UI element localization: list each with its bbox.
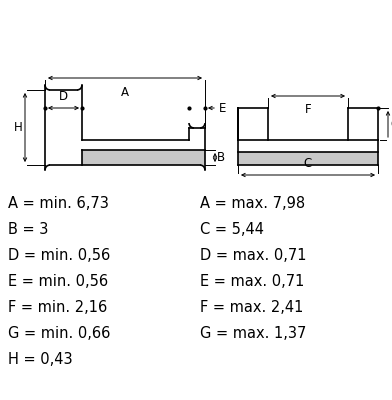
Polygon shape [238,140,378,152]
Text: D = max. 0,71: D = max. 0,71 [200,248,307,263]
Text: E: E [219,102,226,114]
Text: B = 3: B = 3 [8,222,48,237]
Text: D: D [59,90,68,103]
Text: G = max. 1,37: G = max. 1,37 [200,326,307,341]
Text: A = max. 7,98: A = max. 7,98 [200,196,305,211]
Text: A = min. 6,73: A = min. 6,73 [8,196,109,211]
Text: E = min. 0,56: E = min. 0,56 [8,274,108,289]
Text: A: A [121,86,129,99]
Polygon shape [45,150,82,165]
Text: H = 0,43: H = 0,43 [8,352,73,367]
Text: D = min. 0,56: D = min. 0,56 [8,248,110,263]
Text: G: G [390,118,392,130]
Polygon shape [238,152,378,165]
Polygon shape [268,108,348,140]
Text: F = max. 2,41: F = max. 2,41 [200,300,303,315]
Text: B: B [217,151,225,164]
Polygon shape [82,140,205,150]
Text: C: C [304,157,312,170]
Text: H: H [14,121,23,134]
Text: F = min. 2,16: F = min. 2,16 [8,300,107,315]
Polygon shape [82,150,205,165]
Text: E = max. 0,71: E = max. 0,71 [200,274,304,289]
Text: C = 5,44: C = 5,44 [200,222,264,237]
Text: F: F [305,103,311,116]
Text: G = min. 0,66: G = min. 0,66 [8,326,111,341]
